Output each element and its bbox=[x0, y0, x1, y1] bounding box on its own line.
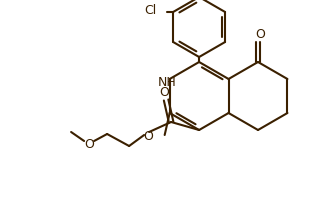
Text: O: O bbox=[143, 129, 153, 143]
Text: O: O bbox=[84, 138, 94, 150]
Text: NH: NH bbox=[157, 77, 176, 89]
Text: O: O bbox=[255, 29, 265, 41]
Text: Cl: Cl bbox=[144, 5, 156, 17]
Text: O: O bbox=[159, 86, 169, 100]
